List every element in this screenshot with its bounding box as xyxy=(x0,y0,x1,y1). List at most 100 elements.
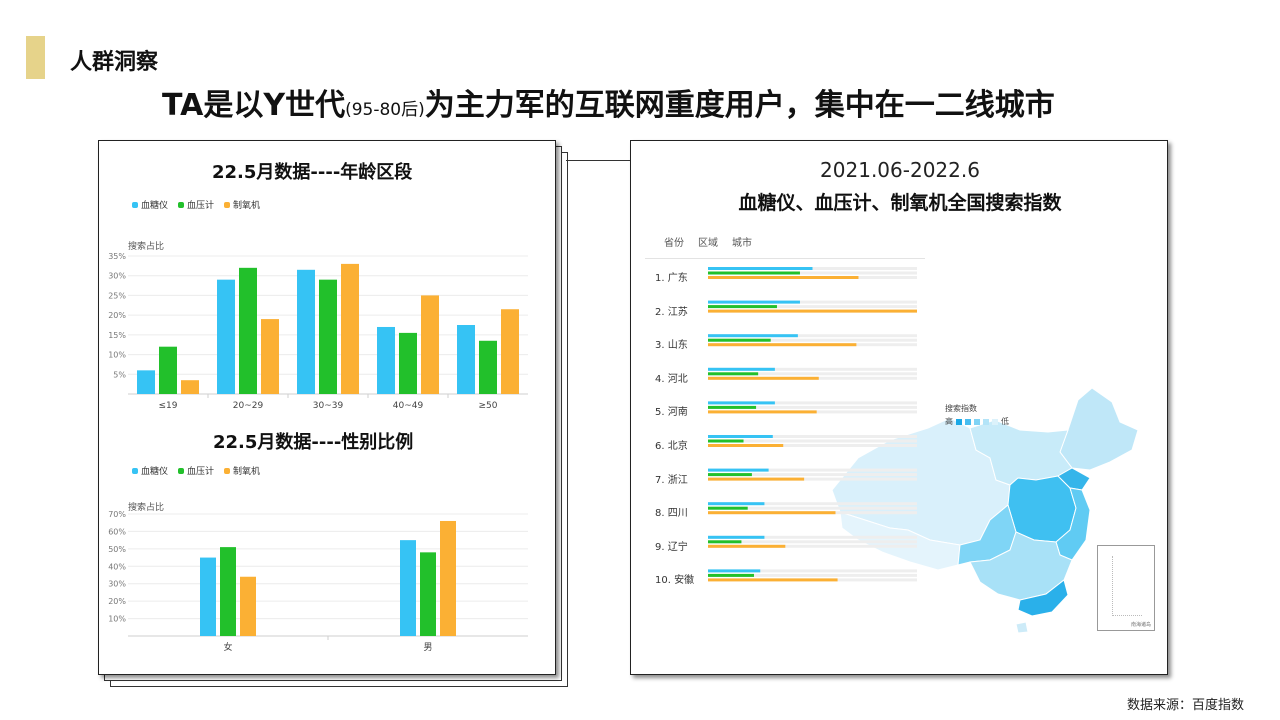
bar-glucose xyxy=(137,370,155,394)
bar-oxygen xyxy=(708,410,817,414)
bar-track xyxy=(708,300,917,304)
bar-pressure xyxy=(479,340,497,394)
region-tabs: 省份 区域 城市 xyxy=(664,234,752,249)
rank-label: 9. 辽宁 xyxy=(655,541,688,553)
bar-glucose xyxy=(377,326,395,394)
legend-label: 血压计 xyxy=(187,201,215,211)
bar-oxygen xyxy=(181,380,199,394)
bar-oxygen xyxy=(708,444,784,447)
y-tick-label: 20% xyxy=(108,311,126,320)
accent-bar xyxy=(26,36,45,79)
bar-pressure xyxy=(708,573,754,577)
x-tick-label: 女 xyxy=(223,641,232,653)
bar-pressure xyxy=(159,346,177,394)
map-legend-scale: 高 低 xyxy=(945,416,1009,427)
tabs-divider xyxy=(645,258,925,259)
tab-region[interactable]: 区域 xyxy=(698,238,718,249)
bar-track xyxy=(708,444,917,447)
scale-swatch xyxy=(965,418,971,425)
bar-pressure xyxy=(708,338,771,342)
age-chart-ylabel: 搜索占比 xyxy=(128,242,165,252)
bar-glucose xyxy=(708,435,773,438)
bar-glucose xyxy=(200,557,216,636)
bar-oxygen xyxy=(708,511,836,515)
x-tick-label: 40~49 xyxy=(393,401,424,411)
scale-swatch xyxy=(992,418,998,425)
bar-pressure xyxy=(708,540,742,544)
map-legend-title: 搜索指数 xyxy=(945,404,977,413)
bar-track xyxy=(708,439,917,443)
rank-label: 6. 北京 xyxy=(655,441,688,452)
legend-item-glucose: 血糖仪 xyxy=(132,464,168,477)
map-region-guangdong xyxy=(1017,579,1069,617)
map-region-shandong xyxy=(1057,467,1091,491)
legend-item-pressure: 血压计 xyxy=(178,464,214,477)
inset-dots xyxy=(1112,556,1142,616)
map-region-central xyxy=(1007,475,1077,543)
y-tick-label: 20% xyxy=(108,597,126,606)
age-bar-chart: 5% 10% 15% 20% 25% 30% 35% ≤19 20~29 30~39 40~49 ≥5… xyxy=(108,252,528,411)
headline-part-2: 为主力军的互联网重度用户，集中在一二线城市 xyxy=(424,88,1055,123)
bar-track xyxy=(708,544,917,548)
bar-track xyxy=(708,372,917,376)
bar-track xyxy=(708,367,917,371)
rank-label: 10. 安徽 xyxy=(655,575,695,587)
swatch-glucose xyxy=(132,467,138,474)
bar-oxygen xyxy=(708,343,857,347)
map-region-south xyxy=(969,531,1073,601)
scale-swatch xyxy=(974,418,980,425)
y-tick-label: 70% xyxy=(108,510,126,519)
bar-track xyxy=(708,305,917,309)
bar-track xyxy=(708,338,917,342)
legend-item-pressure: 血压计 xyxy=(178,198,214,211)
bar-track xyxy=(708,473,917,477)
bar-glucose xyxy=(708,401,775,405)
swatch-oxygen xyxy=(224,201,231,208)
tab-city[interactable]: 城市 xyxy=(732,238,752,249)
province-rank-bars xyxy=(708,267,917,582)
left-panel xyxy=(98,140,556,675)
bar-pressure xyxy=(708,439,744,443)
bar-oxygen xyxy=(708,276,859,279)
bar-oxygen xyxy=(421,295,439,394)
bar-oxygen xyxy=(708,477,805,481)
map-region-northeast xyxy=(1059,387,1139,471)
bar-pressure xyxy=(220,547,236,636)
age-chart-title: 22.5月数据----年龄区段 xyxy=(212,162,413,183)
legend-label: 血糖仪 xyxy=(141,201,169,211)
bar-oxygen xyxy=(708,376,819,380)
legend-label: 血压计 xyxy=(187,467,215,477)
bar-glucose xyxy=(400,540,416,636)
map-legend: 搜索指数 高 低 xyxy=(945,403,1009,427)
bar-pressure xyxy=(708,506,748,510)
y-tick-label: 40% xyxy=(108,562,126,571)
bar-track xyxy=(708,405,917,409)
bar-track xyxy=(708,477,917,481)
tab-province[interactable]: 省份 xyxy=(664,238,684,249)
south-china-sea-inset: 南海诸岛 xyxy=(1097,545,1155,631)
rank-label: 5. 河南 xyxy=(655,407,688,419)
x-tick-label: ≤19 xyxy=(159,401,178,411)
age-chart-legend: 血糖仪 血压计 制氧机 xyxy=(132,198,260,211)
y-tick-label: 25% xyxy=(108,291,126,300)
legend-item-oxygen: 制氧机 xyxy=(224,198,260,211)
gender-bar-chart: 10% 20% 30% 40% 50% 60% 70% 女 男 xyxy=(108,510,528,653)
bar-track xyxy=(708,535,917,539)
bar-glucose xyxy=(708,535,765,539)
bar-track xyxy=(708,401,917,405)
bar-track xyxy=(708,569,917,573)
bar-pressure xyxy=(708,372,759,376)
rank-label: 8. 四川 xyxy=(655,508,688,520)
map-date-range: 2021.06-2022.6 xyxy=(820,158,980,182)
bar-track xyxy=(708,468,917,472)
bar-oxygen xyxy=(341,263,359,394)
y-tick-label: 5% xyxy=(113,370,126,379)
rank-label: 7. 浙江 xyxy=(655,474,688,486)
y-tick-label: 10% xyxy=(108,615,126,624)
y-tick-label: 30% xyxy=(108,272,126,281)
swatch-glucose xyxy=(132,201,138,208)
bar-track xyxy=(708,502,917,506)
bar-glucose xyxy=(217,279,235,394)
bar-pressure xyxy=(420,552,436,636)
bar-oxygen xyxy=(708,309,917,313)
